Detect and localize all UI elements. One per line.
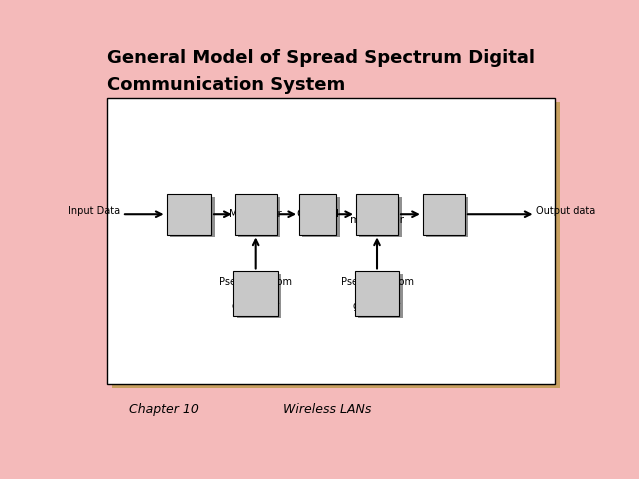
- FancyBboxPatch shape: [358, 274, 403, 318]
- Text: Output data: Output data: [537, 206, 596, 217]
- Text: Pseudorandom
pattern
generator: Pseudorandom pattern generator: [219, 276, 292, 310]
- FancyBboxPatch shape: [237, 274, 281, 318]
- Text: Wireless LANs: Wireless LANs: [283, 403, 372, 416]
- FancyBboxPatch shape: [112, 102, 560, 388]
- Text: Chapter 10: Chapter 10: [129, 403, 199, 416]
- FancyBboxPatch shape: [235, 194, 277, 235]
- FancyBboxPatch shape: [107, 98, 555, 384]
- Text: Communication System: Communication System: [107, 76, 345, 94]
- FancyBboxPatch shape: [238, 196, 280, 237]
- FancyBboxPatch shape: [167, 194, 211, 235]
- Text: Modulator: Modulator: [229, 209, 282, 219]
- Text: Input Data: Input Data: [68, 206, 121, 217]
- FancyBboxPatch shape: [302, 196, 339, 237]
- FancyBboxPatch shape: [170, 196, 215, 237]
- FancyBboxPatch shape: [423, 194, 465, 235]
- Text: Pseudorandom
pattern
generator: Pseudorandom pattern generator: [341, 276, 413, 310]
- Text: General Model of Spread Spectrum Digital: General Model of Spread Spectrum Digital: [107, 49, 535, 67]
- FancyBboxPatch shape: [426, 196, 468, 237]
- Text: Channel
decoder: Channel decoder: [422, 203, 465, 225]
- FancyBboxPatch shape: [299, 194, 336, 235]
- Text: De-
modulator: De- modulator: [350, 203, 404, 225]
- FancyBboxPatch shape: [359, 196, 401, 237]
- FancyBboxPatch shape: [233, 272, 278, 316]
- Text: Channel
encoder: Channel encoder: [167, 203, 210, 225]
- FancyBboxPatch shape: [356, 194, 398, 235]
- FancyBboxPatch shape: [355, 272, 399, 316]
- Text: Channel: Channel: [296, 209, 339, 219]
